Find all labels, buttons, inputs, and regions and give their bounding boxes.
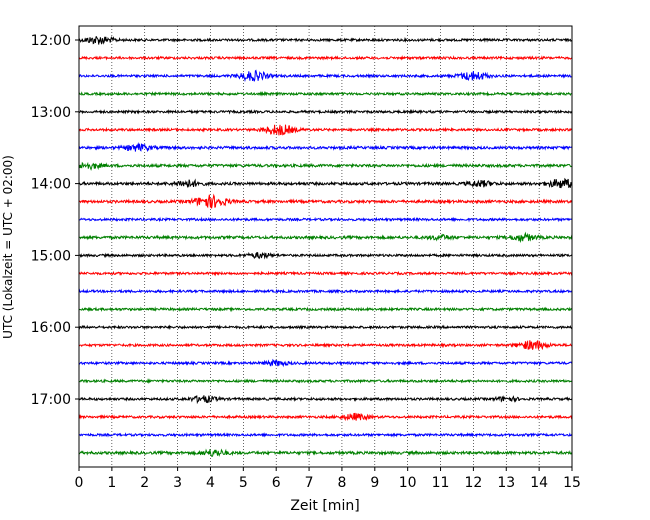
- trace-line: [78, 55, 573, 61]
- trace-line: [78, 270, 573, 277]
- trace-line: [78, 339, 573, 351]
- x-tick-label: 2: [140, 475, 149, 491]
- x-tick-label: 15: [563, 475, 581, 491]
- trace-line: [78, 35, 573, 45]
- x-tick-label: 11: [432, 475, 450, 491]
- trace-line: [78, 288, 573, 295]
- trace-line: [78, 412, 573, 422]
- traces: [78, 35, 573, 458]
- x-tick-label: 5: [239, 475, 248, 491]
- x-tick-label: 8: [337, 475, 346, 491]
- x-tick-label: 14: [530, 475, 548, 491]
- trace-line: [78, 432, 573, 438]
- y-tick-label: 16:00: [31, 320, 71, 336]
- x-axis-label: Zeit [min]: [290, 498, 359, 514]
- trace-line: [78, 216, 573, 223]
- trace-line: [78, 251, 573, 260]
- x-tick-label: 10: [399, 475, 417, 491]
- y-tick-label: 13:00: [31, 105, 71, 121]
- trace-line: [78, 69, 573, 83]
- x-tick-label: 13: [497, 475, 515, 491]
- trace-line: [78, 448, 573, 458]
- trace-line: [78, 193, 573, 209]
- trace-line: [78, 108, 573, 115]
- x-tick-label: 7: [305, 475, 314, 491]
- y-tick-label: 15:00: [31, 248, 71, 264]
- plot-frame: [78, 25, 573, 468]
- x-tick-label: 3: [173, 475, 182, 491]
- x-tick-label: 1: [107, 475, 116, 491]
- trace-line: [78, 231, 573, 244]
- trace-line: [78, 161, 573, 171]
- x-tick-label: 12: [464, 475, 482, 491]
- y-tick-label: 12:00: [31, 33, 71, 49]
- y-tick-label: 14:00: [31, 177, 71, 193]
- trace-line: [78, 324, 573, 331]
- y-tick-label: 17:00: [31, 392, 71, 408]
- trace-line: [78, 395, 573, 405]
- trace-line: [78, 378, 573, 385]
- x-tick-label: 6: [272, 475, 281, 491]
- x-ticks: 0 1 2 3 4 5 6 7 8 9 10 11 12 13 14 15: [75, 467, 581, 491]
- x-tick-label: 4: [206, 475, 215, 491]
- x-tick-label: 0: [75, 475, 84, 491]
- trace-line: [78, 306, 573, 313]
- trace-line: [78, 358, 573, 368]
- y-axis-label: UTC (Lokalzeit = UTC + 02:00): [1, 155, 15, 339]
- plot-area: [79, 26, 572, 467]
- x-tick-label: 9: [370, 475, 379, 491]
- trace-line: [78, 177, 573, 189]
- trace-line: [78, 90, 573, 97]
- trace-line: [78, 142, 573, 153]
- trace-line: [78, 124, 573, 136]
- y-ticks: 12:00 13:00 14:00 15:00 16:00 17:00: [31, 33, 79, 408]
